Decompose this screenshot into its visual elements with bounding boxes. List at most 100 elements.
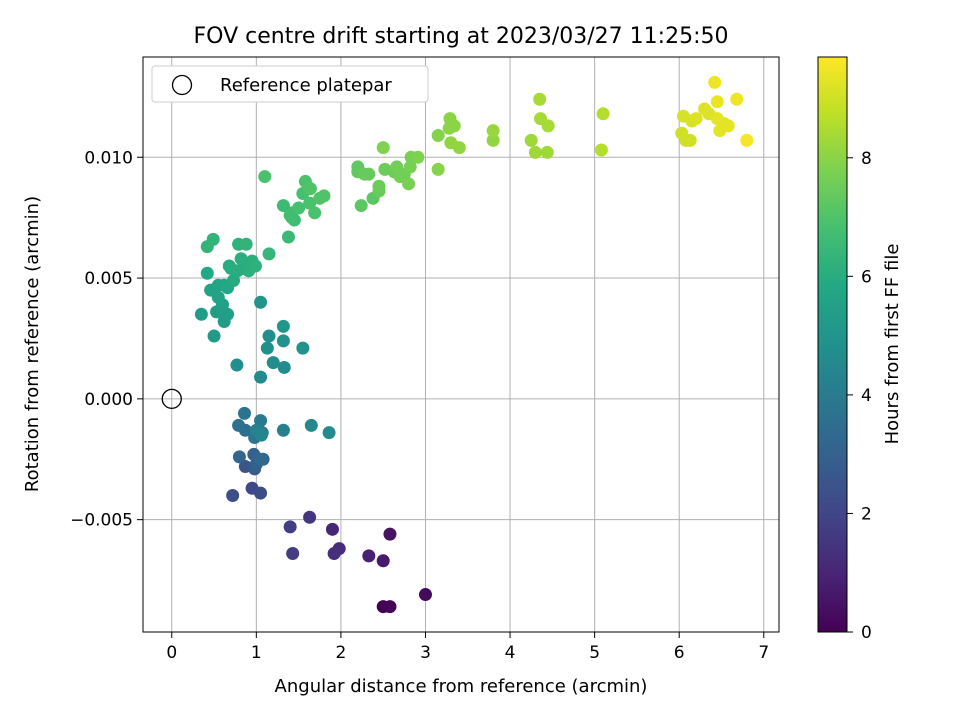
data-point xyxy=(362,549,376,563)
colorbar-tick-label: 8 xyxy=(861,149,872,169)
data-point xyxy=(286,546,300,560)
colorbar-tick-label: 4 xyxy=(861,386,872,406)
data-points xyxy=(194,75,754,614)
data-point xyxy=(740,133,754,147)
x-tick-label: 4 xyxy=(505,643,516,663)
x-axis-ticks: 0 1 2 3 4 5 6 7 xyxy=(166,632,769,663)
data-point xyxy=(486,133,500,147)
data-point xyxy=(594,143,608,157)
data-point xyxy=(276,199,290,213)
data-point xyxy=(254,486,268,500)
legend: Reference platepar xyxy=(151,65,429,103)
data-point xyxy=(232,450,246,464)
data-point xyxy=(710,95,724,109)
data-point xyxy=(206,232,220,246)
data-point xyxy=(254,295,268,309)
colorbar-ticks: 0 2 4 6 8 xyxy=(847,149,872,643)
data-point xyxy=(683,133,697,147)
data-point xyxy=(276,319,290,333)
data-point xyxy=(237,406,251,420)
data-point xyxy=(730,92,744,106)
colorbar-gradient xyxy=(817,56,848,633)
data-point xyxy=(383,527,397,541)
legend-entry-reference: Reference platepar xyxy=(220,75,392,96)
data-point xyxy=(403,160,417,174)
data-point xyxy=(303,196,317,210)
plot-frame xyxy=(142,56,780,633)
data-point xyxy=(276,423,290,437)
reference-platepar-marker xyxy=(161,388,182,410)
data-point xyxy=(232,418,246,432)
data-point xyxy=(418,588,432,602)
y-tick-label: 0.010 xyxy=(84,148,133,168)
data-point xyxy=(239,237,253,251)
data-point xyxy=(533,92,547,106)
data-point xyxy=(234,252,248,266)
x-axis-label: Angular distance from reference (arcmin) xyxy=(275,676,648,697)
data-point xyxy=(266,356,280,370)
data-point xyxy=(322,426,336,440)
colorbar-tick-label: 6 xyxy=(861,267,872,287)
data-point xyxy=(431,129,445,143)
data-point xyxy=(260,341,274,355)
data-point xyxy=(254,428,268,442)
data-point xyxy=(528,145,542,159)
data-point xyxy=(541,119,555,133)
data-point xyxy=(372,179,386,193)
legend-box xyxy=(151,65,429,103)
y-axis-ticks: −0.005 0.000 0.005 0.010 xyxy=(70,148,143,531)
data-point xyxy=(362,167,376,181)
data-point xyxy=(262,247,276,261)
data-point xyxy=(317,189,331,203)
data-point xyxy=(303,182,317,196)
data-point xyxy=(262,329,276,343)
data-point xyxy=(402,177,416,191)
data-point xyxy=(283,520,297,534)
data-point xyxy=(411,150,425,164)
y-tick-label: −0.005 xyxy=(70,511,133,531)
grid-lines xyxy=(143,57,779,632)
data-point xyxy=(292,201,306,215)
data-point xyxy=(452,141,466,155)
colorbar-label: Hours from first FF file xyxy=(882,244,903,445)
colorbar: 0 2 4 6 8 Hours from first FF file xyxy=(817,56,903,643)
y-axis-label: Rotation from reference (arcmin) xyxy=(22,196,43,492)
data-point xyxy=(221,307,235,321)
x-tick-label: 5 xyxy=(589,643,600,663)
data-point xyxy=(524,133,538,147)
data-point xyxy=(689,112,703,126)
data-point xyxy=(308,206,322,220)
data-point xyxy=(276,334,290,348)
data-point xyxy=(285,211,299,225)
data-point xyxy=(486,124,500,138)
data-point xyxy=(254,370,268,384)
colorbar-tick-label: 2 xyxy=(861,504,872,524)
x-tick-label: 2 xyxy=(335,643,346,663)
y-tick-label: 0.005 xyxy=(84,269,133,289)
data-point xyxy=(383,600,397,614)
data-point xyxy=(258,170,272,184)
data-point xyxy=(254,452,268,466)
x-tick-label: 6 xyxy=(674,643,685,663)
data-point xyxy=(540,145,554,159)
x-tick-label: 3 xyxy=(420,643,431,663)
data-point xyxy=(277,360,291,374)
data-point xyxy=(248,259,262,273)
data-point xyxy=(431,162,445,176)
data-point xyxy=(325,522,339,536)
data-point xyxy=(281,230,295,244)
chart-title: FOV centre drift starting at 2023/03/27 … xyxy=(194,24,729,49)
data-point xyxy=(721,119,735,133)
data-point xyxy=(354,199,368,213)
colorbar-tick-label: 0 xyxy=(861,623,872,643)
legend-marker-icon xyxy=(171,74,193,96)
data-point xyxy=(207,329,221,343)
x-tick-label: 1 xyxy=(251,643,262,663)
data-point xyxy=(327,546,341,560)
data-point xyxy=(303,510,317,524)
data-point xyxy=(443,112,457,126)
data-point xyxy=(296,341,310,355)
data-point xyxy=(230,358,244,372)
data-point xyxy=(596,107,610,121)
